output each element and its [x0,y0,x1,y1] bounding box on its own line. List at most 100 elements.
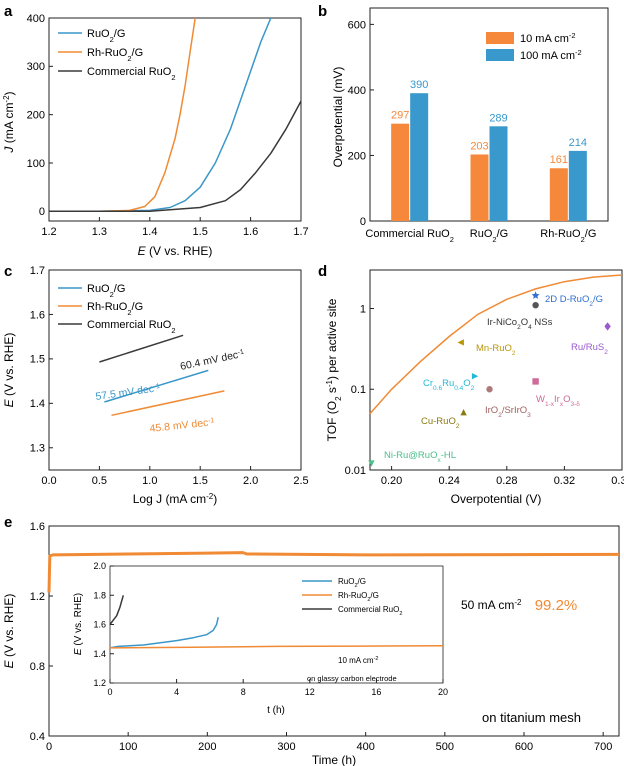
panel-a-xlabel-var: E [138,244,147,258]
y-tick-label: 100 [27,158,45,170]
bar [489,126,508,221]
d-label-cu-ruo2: Cu-RuO2 [421,416,460,430]
category-label-main: Rh-RuO [540,228,581,240]
category-label-sub: 2 [492,235,496,244]
d-label-2d: 2D D-RuO2/G [545,294,603,308]
x-tick-label: 200 [198,741,216,753]
panel-a-lines [49,17,302,213]
category-label-rest: /G [585,228,597,240]
panel-a-ylabel: J (mA cm-2) [2,91,17,153]
x-tick-label: 1.3 [92,226,107,238]
tafel-line [99,334,184,363]
panel-e-substrate: on titanium mesh [482,710,581,725]
y-tick-label: 1.6 [93,620,106,630]
panel-c: c 0.0 0.5 1.0 1.5 2.0 2.5 1.3 1.4 1.5 1.6 1.7 Log … [2,263,309,506]
y-tick-label: 0.4 [30,731,45,743]
y-tick-label: 1.4 [93,649,106,659]
y-tick-label: 200 [348,150,366,162]
d-label-ru-rus2: Ru/RuS2 [571,342,608,356]
panel-c-slope-rhruo2g: 45.8 mV dec-1 [149,416,215,435]
y-tick-label: 1.3 [30,443,45,455]
y-tick-label: 400 [348,85,366,97]
category-label-sub: 2 [450,235,454,244]
x-tick-label: 0.24 [438,475,459,487]
y-tick-label: 0.01 [345,465,366,477]
panel-e-xlabel: Time (h) [312,753,356,766]
panel-d-label: d [318,263,327,280]
y-tick-label: 1.2 [93,678,106,688]
x-tick-label: 1.2 [41,226,56,238]
x-tick-label: 2.5 [293,475,308,487]
panel-a-xlabel: E (V vs. RHE) [138,244,213,258]
panel-c-label: c [4,263,12,280]
y-tick-label: 1.2 [30,591,45,603]
x-tick-label: 400 [356,741,374,753]
y-tick-label: 1.8 [93,590,106,600]
bar [549,168,568,221]
panel-a-legend: RuO2/G Rh-RuO2/G Commercial RuO2 [58,28,176,82]
x-tick-label: 1.0 [142,475,157,487]
panel-c-ylabel: E (V vs. RHE) [2,333,16,408]
x-tick-label: 0.28 [496,475,517,487]
inset-ylabel: E (V vs. RHE) [73,593,84,655]
bar [391,123,410,221]
data-point [604,322,611,331]
x-tick-label: 0.0 [41,475,56,487]
inset-legend-rhruo2g: Rh-RuO2/G [338,591,379,603]
panel-c-ticks: 0.0 0.5 1.0 1.5 2.0 2.5 1.3 1.4 1.5 1.6 1.7 [30,265,309,487]
tafel-line [111,390,225,417]
data-point [486,386,493,393]
y-tick-label: 600 [348,19,366,31]
panel-d: d 0.20 0.24 0.28 0.32 0.36 0.01 0.1 1 Overpoten… [318,263,624,506]
panel-e-ylabel: E (V vs. RHE) [2,594,16,669]
panel-c-legend-rhruo2g: Rh-RuO2/G [87,301,143,317]
category-label-main: Commercial RuO [365,228,450,240]
category-label-sub: 2 [581,235,585,244]
panel-c-legend-commercial: Commercial RuO2 [87,319,176,335]
y-tick-label: 1.6 [30,309,45,321]
panel-e-frame [48,525,620,737]
y-tick-label: 1.7 [30,265,45,277]
panel-c-legend: RuO2/G Rh-RuO2/G Commercial RuO2 [58,283,176,335]
x-tick-label: 2.0 [243,475,258,487]
panel-d-curve [369,274,623,415]
y-tick-label: 400 [27,13,45,25]
y-tick-label: 1.6 [30,521,45,533]
panel-a-legend-commercial: Commercial RuO2 [87,66,176,82]
x-tick-label: 0.32 [554,475,575,487]
panel-a-ylabel-text: (mA cm [2,103,16,147]
category-label-main: RuO [470,228,493,240]
panel-e-lines [47,551,620,593]
panel-d-ticks: 0.20 0.24 0.28 0.32 0.36 0.01 0.1 1 [345,303,624,487]
panel-a-legend-rhruo2g: Rh-RuO2/G [87,47,143,63]
x-tick-label: 100 [119,741,137,753]
d-label-mn-ruo2: Mn-RuO2 [476,343,516,357]
panel-c-legend-ruo2g: RuO2/G [87,283,125,299]
category-label: RuO2/G [470,228,508,244]
bar-value-label: 390 [410,79,428,91]
panel-a-xlabel-text: (V vs. RHE) [146,244,213,258]
data-point [471,373,479,380]
panel-c-slope-ruo2g: 57.5 mV dec-1 [95,382,161,403]
panel-a-label: a [4,3,13,20]
x-tick-label: 12 [305,687,315,697]
x-tick-label: 8 [241,687,246,697]
inset-note-current: 10 mA cm-2 [338,656,378,665]
panel-d-frame [369,269,623,471]
data-point [460,408,467,416]
x-tick-label: 1.5 [193,475,208,487]
panel-e-label: e [4,514,12,531]
panel-c-frame [48,269,302,471]
panel-b-ylabel: Overpotential (mV) [331,67,345,168]
inset-frame [109,565,444,684]
panel-d-xlabel: Overpotential (V) [451,492,542,506]
bar [410,93,429,221]
series-line [49,100,302,213]
y-tick-label: 0.8 [30,661,45,673]
d-label-ir-nico: Ir-NiCo2O4 NSs [487,317,553,331]
y-tick-label: 2.0 [93,561,106,571]
x-tick-label: 700 [594,741,612,753]
